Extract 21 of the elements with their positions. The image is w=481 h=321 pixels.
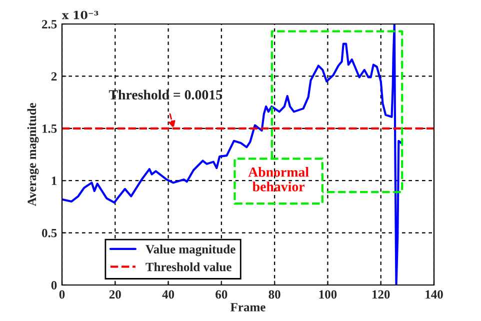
x-tick-label: 120 [372,290,390,299]
x-tick-label: 0 [59,290,65,299]
y-tick-label: 2 [51,72,57,81]
x-tick-label: 60 [216,290,228,299]
y-tick-label: 1.5 [42,124,57,133]
x-tick-label: 80 [268,290,280,299]
annotation: Abnormal behavior [248,167,309,192]
y-axis-title: Average magnitude [27,103,39,206]
legend-label: Threshold value [146,262,232,272]
legend-label: Value magnitude [146,244,236,256]
text: x 10⁻³ [62,10,98,20]
x-tick-label: 140 [426,290,443,299]
y-tick-label: 2.5 [42,20,57,29]
y-tick-label: 0.5 [42,228,57,238]
x-tick-label: 100 [319,290,337,299]
y-tick-label: 1 [52,176,56,185]
annotation: Threshold = 0.0015 [108,90,222,100]
x-tick-label: 40 [162,290,174,299]
x-axis-title: Frame [230,303,266,312]
y-tick-label: 0 [51,281,57,290]
x-tick-label: 20 [109,290,121,299]
